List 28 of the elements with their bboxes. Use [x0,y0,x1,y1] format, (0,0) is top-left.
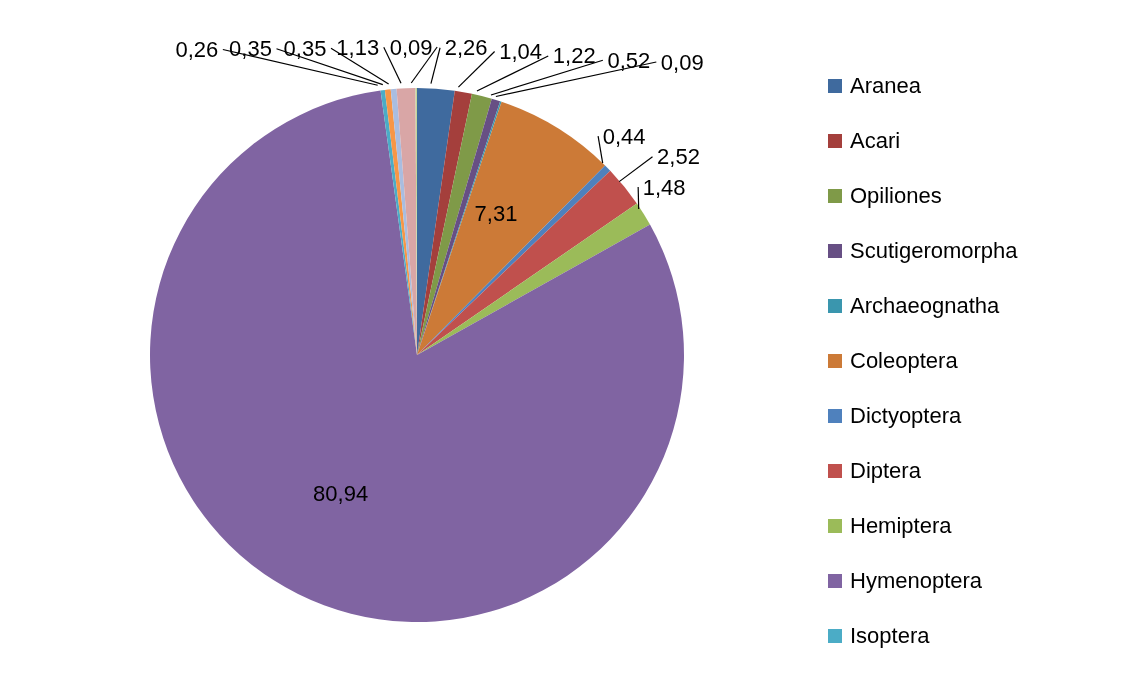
legend-label: Dictyoptera [850,402,962,429]
legend-label: Coleoptera [850,347,958,374]
legend-label: Archaeognatha [850,292,1000,319]
legend-label: Scutigeromorpha [850,237,1018,264]
data-label: 1,13 [336,34,380,60]
data-label: 0,35 [283,35,327,61]
legend-label: Aranea [850,72,921,99]
legend-label: Acari [850,127,901,154]
data-label: 0,26 [175,36,219,62]
data-label: 2,26 [444,35,488,61]
data-label: 1,04 [499,39,543,65]
data-label: 7,31 [474,201,518,227]
data-label: 0,52 [607,47,651,73]
data-label: 0,09 [660,49,704,75]
legend-label: Diptera [850,457,921,484]
data-label: 0,35 [229,36,272,62]
data-label: 0,44 [602,123,646,149]
data-label: 80,94 [313,480,369,506]
legend-label: Hemiptera [850,512,952,539]
pie-slice [417,203,650,355]
data-label: 0,09 [389,34,433,60]
legend-label: Opiliones [850,182,942,209]
data-label: 2,52 [657,144,700,170]
pie-slice [417,90,472,355]
legend-label: Hymenoptera [850,567,983,594]
legend-label: Isoptera [850,622,930,649]
data-label: 1,22 [552,43,596,69]
data-label: 1,48 [642,174,686,200]
